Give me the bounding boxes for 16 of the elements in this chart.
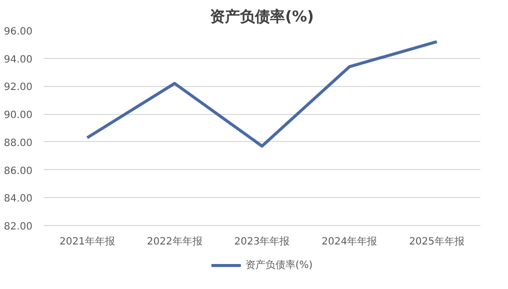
y-tick-label: 88.00	[4, 138, 33, 149]
y-tick-label: 82.00	[4, 222, 33, 232]
y-tick-label: 94.00	[4, 54, 33, 66]
x-tick-label: 2022年年报	[146, 236, 202, 248]
legend-label: 资产负债率(%)	[245, 258, 313, 272]
chart-title: 资产负债率(%)	[210, 8, 314, 26]
y-tick-label: 96.00	[4, 26, 33, 38]
y-tick-label: 84.00	[4, 194, 33, 205]
x-tick-label: 2023年年报	[234, 236, 290, 248]
x-tick-label: 2021年年报	[59, 236, 115, 248]
x-tick-label: 2024年年报	[322, 236, 378, 248]
y-tick-label: 90.00	[4, 110, 33, 122]
y-tick-label: 86.00	[4, 166, 33, 177]
x-tick-label: 2025年年报	[409, 236, 465, 248]
line-series	[86, 40, 438, 148]
y-tick-label: 92.00	[4, 82, 33, 94]
